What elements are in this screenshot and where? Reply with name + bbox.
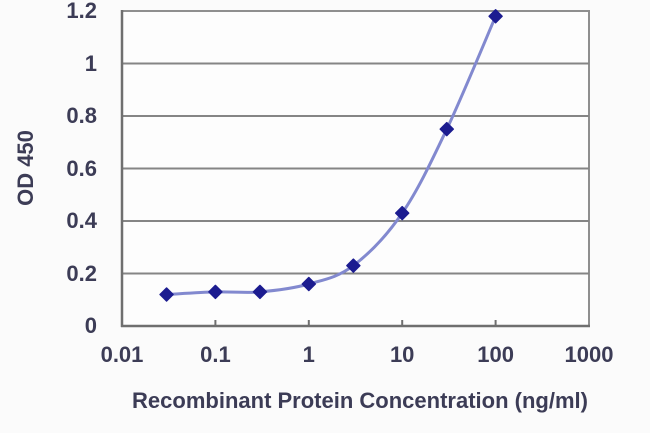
x-tick-label: 1 — [302, 342, 315, 367]
y-tick-label: 0 — [84, 313, 97, 338]
data-point-marker — [488, 9, 503, 24]
data-point-marker — [394, 205, 410, 221]
y-tick-label: 0.8 — [66, 103, 97, 128]
data-point-marker — [346, 258, 361, 273]
data-point-marker — [252, 284, 268, 300]
x-tick-label: 0.01 — [100, 342, 144, 367]
y-tick-label: 1 — [84, 50, 97, 76]
data-point-marker — [301, 276, 317, 292]
x-axis-title: Recombinant Protein Concentration (ng/ml… — [132, 388, 588, 413]
x-tick-label: 10 — [389, 342, 415, 367]
data-point-marker — [439, 121, 455, 137]
x-tick-label: 1000 — [564, 342, 614, 367]
x-tick-label: 100 — [477, 342, 514, 367]
data-point-marker — [208, 284, 223, 300]
y-tick-label: 0.2 — [66, 260, 97, 286]
y-tick-label: 0.6 — [66, 155, 97, 181]
data-point-marker — [159, 287, 174, 302]
x-tick-label: 0.1 — [200, 342, 231, 367]
y-tick-label: 1.2 — [66, 0, 97, 23]
y-tick-label: 0.4 — [66, 208, 97, 233]
